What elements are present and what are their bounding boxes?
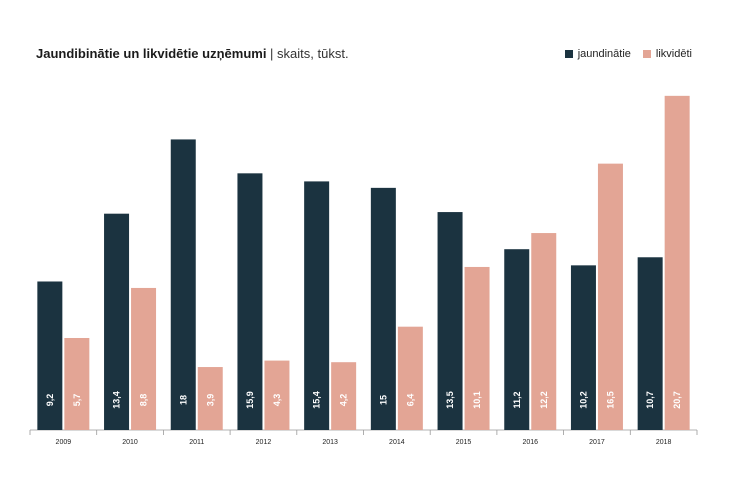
bar-closed-2017 bbox=[597, 163, 623, 430]
bar-value-label: 8,8 bbox=[139, 394, 149, 407]
bar-new-2011 bbox=[170, 139, 196, 430]
legend-item-new: jaundinātie bbox=[564, 48, 631, 60]
bar-value-label: 10,1 bbox=[472, 391, 482, 409]
bar-value-label: 10,7 bbox=[645, 391, 655, 409]
bar-value-label: 4,3 bbox=[272, 394, 282, 407]
legend-item-closed: likvidēti bbox=[642, 48, 692, 60]
bar-closed-2009 bbox=[64, 337, 90, 430]
bar-value-label: 4,2 bbox=[339, 394, 349, 407]
bar-new-2016 bbox=[504, 249, 530, 430]
bar-closed-2010 bbox=[131, 287, 157, 430]
bar-closed-2016 bbox=[531, 233, 557, 430]
legend-label-new: jaundinātie bbox=[577, 48, 631, 60]
x-tick-label: 2014 bbox=[389, 439, 405, 446]
bar-new-2017 bbox=[570, 265, 596, 430]
bar-value-label: 3,9 bbox=[205, 394, 215, 407]
bar-new-2014 bbox=[370, 187, 396, 430]
x-tick-label: 2017 bbox=[589, 439, 605, 446]
bar-value-label: 13,5 bbox=[445, 391, 455, 409]
bar-new-2010 bbox=[104, 213, 130, 430]
bar-value-label: 12,2 bbox=[539, 391, 549, 409]
bar-value-label: 15,9 bbox=[245, 391, 255, 409]
x-tick-label: 2018 bbox=[656, 439, 672, 446]
bar-new-2013 bbox=[304, 181, 330, 430]
bar-value-label: 16,5 bbox=[605, 391, 615, 409]
bar-value-label: 15 bbox=[378, 395, 388, 405]
bar-new-2018 bbox=[637, 257, 663, 430]
chart-legend: jaundinātie likvidēti bbox=[564, 48, 692, 60]
bar-closed-2012 bbox=[264, 360, 290, 430]
bar-closed-2014 bbox=[397, 326, 423, 430]
bar-value-label: 15,4 bbox=[312, 391, 322, 409]
legend-swatch-new bbox=[564, 50, 573, 58]
bar-value-label: 11,2 bbox=[512, 391, 522, 408]
x-tick-label: 2009 bbox=[56, 439, 72, 446]
bar-value-label: 9,2 bbox=[45, 394, 55, 407]
bar-closed-2018 bbox=[664, 95, 690, 430]
legend-label-closed: likvidēti bbox=[655, 48, 692, 60]
bar-value-label: 13,4 bbox=[112, 391, 122, 409]
x-tick-label: 2015 bbox=[456, 439, 472, 446]
x-tick-label: 2011 bbox=[189, 439, 204, 446]
x-tick-label: 2016 bbox=[522, 439, 538, 446]
bar-value-label: 10,2 bbox=[578, 391, 588, 409]
bar-closed-2013 bbox=[331, 362, 357, 430]
x-tick-label: 2013 bbox=[322, 439, 338, 446]
chart-title-unit: | skaits, tūkst. bbox=[266, 46, 349, 61]
bar-value-label: 5,7 bbox=[72, 394, 82, 407]
bar-value-label: 18 bbox=[178, 395, 188, 405]
x-tick-label: 2012 bbox=[256, 439, 272, 446]
bar-value-label: 6,4 bbox=[405, 394, 415, 407]
legend-swatch-closed bbox=[642, 50, 651, 58]
bar-closed-2011 bbox=[197, 367, 223, 430]
bar-new-2015 bbox=[437, 212, 463, 430]
x-tick-label: 2010 bbox=[122, 439, 138, 446]
bar-new-2012 bbox=[237, 173, 263, 431]
bar-value-label: 20,7 bbox=[672, 391, 682, 409]
chart-title-main: Jaundibinātie un likvidētie uzņēmumi bbox=[36, 46, 267, 61]
chart-title: Jaundibinātie un likvidētie uzņēmumi | s… bbox=[36, 46, 349, 61]
bar-closed-2015 bbox=[464, 266, 490, 430]
bar-new-2009 bbox=[37, 281, 63, 430]
